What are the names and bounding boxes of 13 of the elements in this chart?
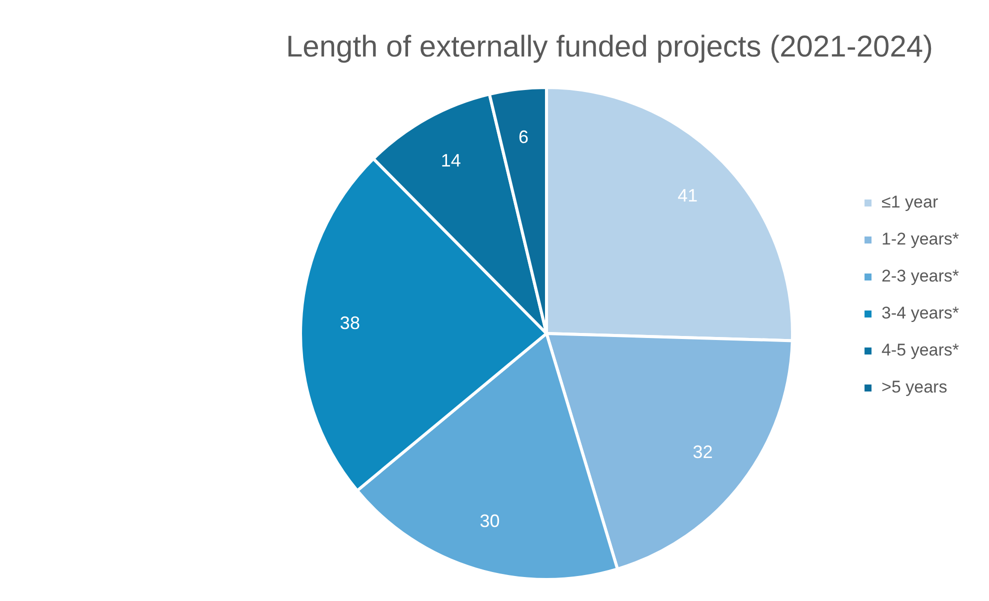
legend-label: 1-2 years* — [882, 230, 960, 249]
legend-label: 4-5 years* — [882, 340, 960, 360]
data-label: 38 — [340, 312, 360, 333]
data-label: 30 — [480, 510, 500, 531]
data-label: 14 — [440, 150, 461, 170]
data-label: 32 — [692, 442, 713, 462]
chart-title: Length of externally funded projects (2021-2024) — [286, 30, 934, 64]
data-label: 6 — [518, 127, 529, 148]
legend-label: >5 years — [882, 378, 948, 397]
legend-label: ≤1 year — [882, 192, 938, 212]
legend-label: 2-3 years* — [882, 266, 960, 286]
data-label: 41 — [678, 185, 698, 206]
legend-label: 3-4 years* — [882, 304, 960, 323]
